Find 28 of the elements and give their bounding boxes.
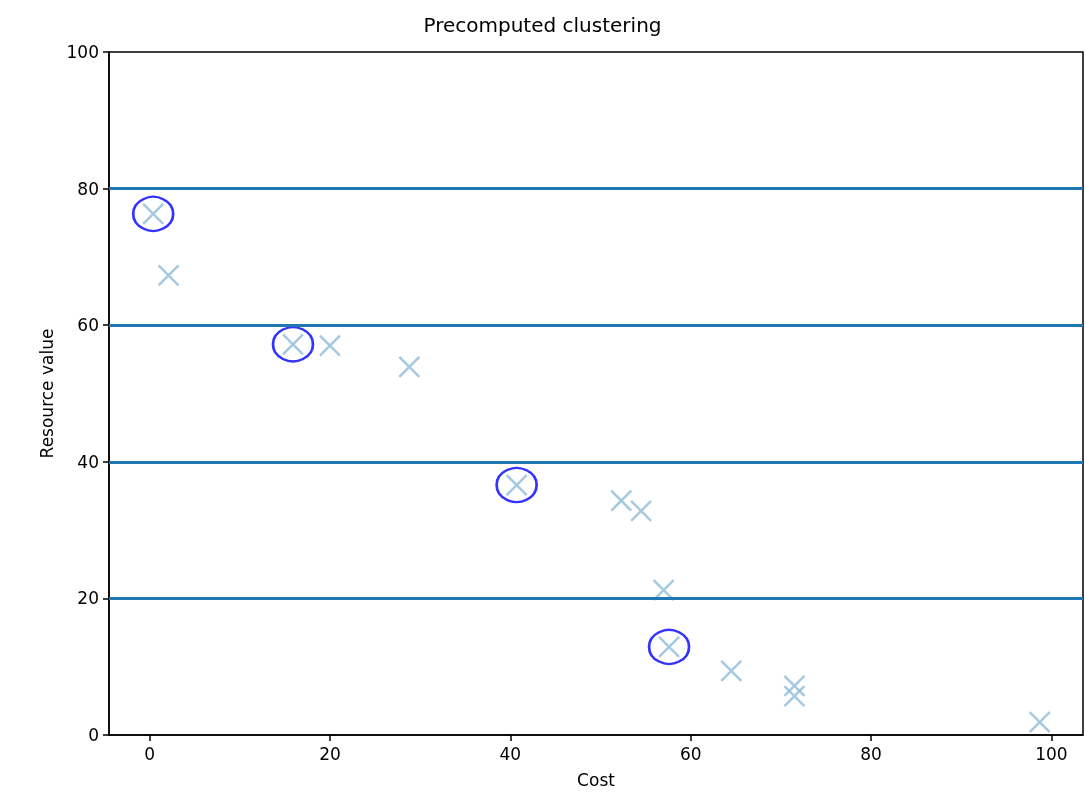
y-tick-label: 100 xyxy=(66,42,99,62)
point xyxy=(1028,710,1051,734)
point xyxy=(610,489,633,512)
x-tick-label: 60 xyxy=(679,743,702,764)
point xyxy=(495,466,538,504)
x-tick-label: 0 xyxy=(144,743,155,764)
point xyxy=(318,334,342,357)
x-axis-title: Cost xyxy=(577,769,616,790)
chart-title: Precomputed clustering xyxy=(423,13,662,37)
x-tick-label: 40 xyxy=(499,743,522,764)
point xyxy=(629,499,653,523)
y-tick-label: 20 xyxy=(77,588,99,609)
y-tick-label: 60 xyxy=(77,315,99,336)
point xyxy=(783,674,806,698)
y-tick-label: 40 xyxy=(77,451,99,472)
point xyxy=(131,195,175,233)
y-axis-title: Resource value xyxy=(37,328,58,459)
x-tick-label: 20 xyxy=(319,743,341,764)
point xyxy=(720,659,743,683)
point xyxy=(157,264,180,287)
x-tick-label: 100 xyxy=(1035,743,1068,764)
y-tick-label: 80 xyxy=(77,178,99,199)
point xyxy=(398,355,421,379)
point xyxy=(271,326,315,363)
point xyxy=(783,684,806,708)
y-tick-label: 0 xyxy=(88,725,99,745)
point xyxy=(647,628,691,666)
x-tick-label: 80 xyxy=(860,743,882,764)
